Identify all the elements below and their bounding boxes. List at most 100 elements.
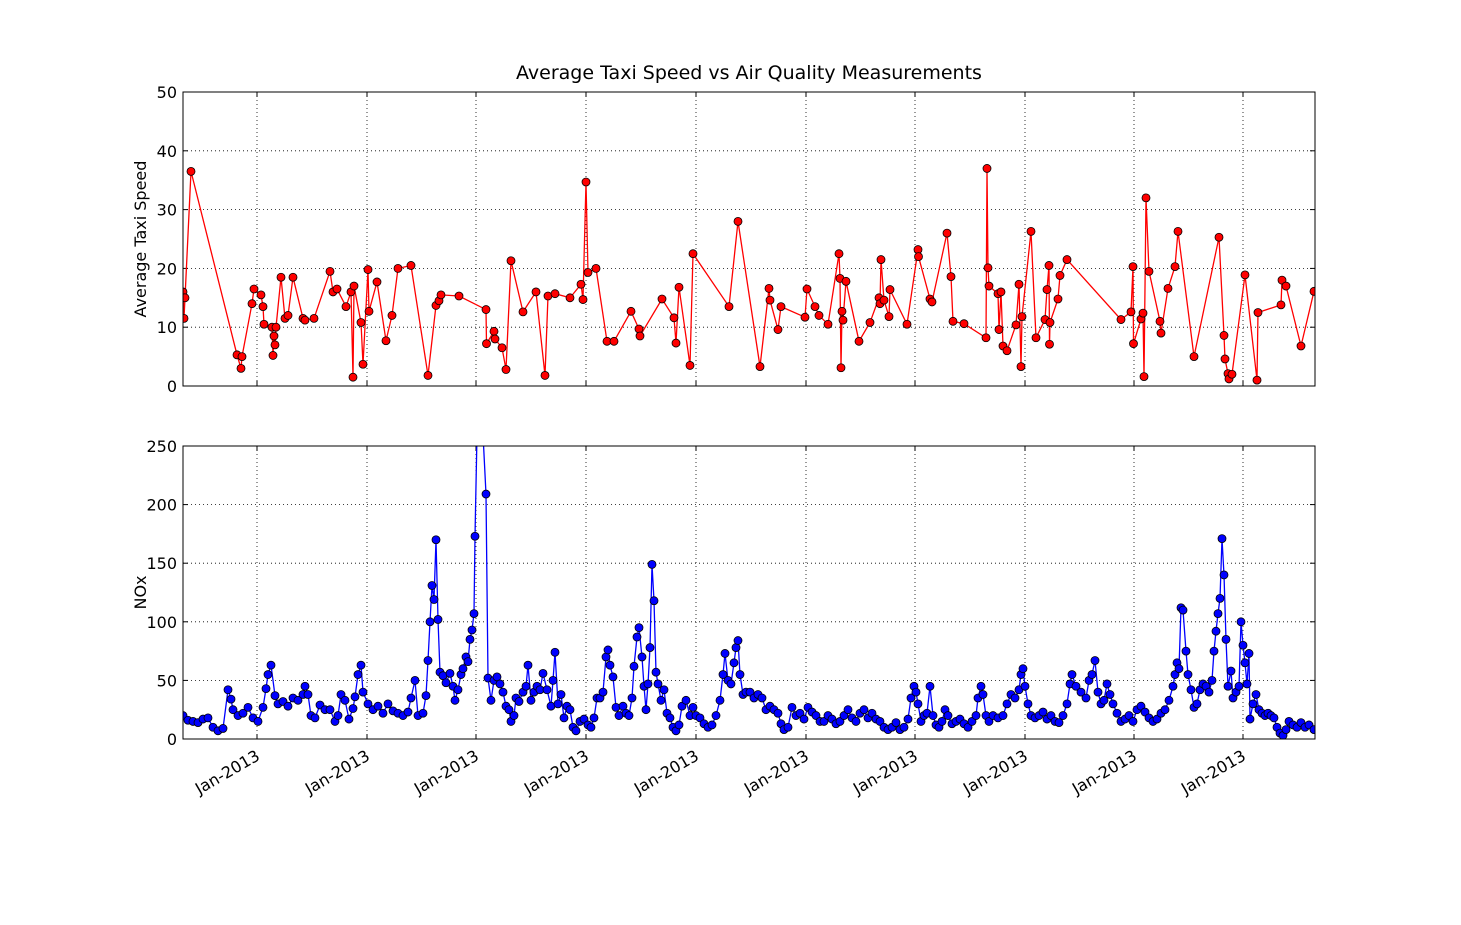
data-point xyxy=(978,690,988,699)
data-point xyxy=(333,711,343,720)
data-point xyxy=(183,313,189,323)
y-tick-label: 30 xyxy=(157,201,177,220)
data-point xyxy=(1129,339,1138,349)
y-tick-label: 200 xyxy=(146,496,177,515)
data-point xyxy=(271,322,281,332)
data-point xyxy=(1144,266,1154,276)
data-point xyxy=(270,691,280,701)
data-point xyxy=(526,695,536,705)
data-point xyxy=(228,705,238,715)
y-tick-label: 50 xyxy=(157,83,177,102)
data-point xyxy=(724,302,734,312)
data-point xyxy=(358,359,368,369)
data-point xyxy=(998,711,1008,720)
data-point xyxy=(540,371,550,380)
data-point xyxy=(891,718,901,727)
data-point xyxy=(450,695,460,705)
y-axis-label: Average Taxi Speed xyxy=(131,161,150,318)
y-tick-label: 0 xyxy=(167,730,177,749)
data-point xyxy=(1220,354,1230,364)
data-point xyxy=(1296,341,1306,351)
data-point xyxy=(841,276,851,286)
data-point xyxy=(583,268,593,277)
y-tick-label: 100 xyxy=(146,613,177,632)
data-point xyxy=(1076,687,1086,697)
data-point xyxy=(1209,646,1219,656)
data-point xyxy=(373,701,383,711)
y-axis-label: NOx xyxy=(131,575,150,609)
data-point xyxy=(1276,300,1286,310)
data-point xyxy=(433,615,443,624)
data-point xyxy=(671,338,681,348)
data-point xyxy=(436,290,446,300)
data-point xyxy=(293,695,303,705)
data-point xyxy=(645,643,655,652)
data-point xyxy=(1053,294,1063,304)
data-point xyxy=(711,711,721,720)
data-point xyxy=(258,702,268,712)
data-point xyxy=(810,302,820,312)
data-point xyxy=(1081,693,1091,703)
data-point xyxy=(665,713,675,723)
data-point xyxy=(632,632,642,642)
data-point xyxy=(249,284,259,294)
data-point xyxy=(634,623,644,633)
data-point xyxy=(429,595,439,604)
data-point xyxy=(559,713,569,723)
data-point xyxy=(659,685,669,695)
data-point xyxy=(715,695,725,705)
data-point xyxy=(643,679,653,689)
data-point xyxy=(1139,372,1149,381)
data-point xyxy=(1183,670,1193,679)
data-point xyxy=(1245,714,1255,724)
data-point xyxy=(403,707,413,717)
data-point xyxy=(1192,699,1202,709)
data-point xyxy=(350,692,360,702)
data-point xyxy=(1045,318,1055,327)
data-point xyxy=(1016,362,1026,371)
data-point xyxy=(356,660,366,670)
data-point xyxy=(497,343,507,353)
data-point xyxy=(258,302,268,312)
axes-frame xyxy=(182,445,1316,740)
data-point xyxy=(482,339,491,349)
data-point xyxy=(553,699,563,709)
x-tick-label: Jan-2013 xyxy=(301,746,373,799)
data-point xyxy=(495,679,505,689)
data-point xyxy=(996,287,1006,297)
data-point xyxy=(1116,315,1126,324)
data-point xyxy=(885,285,895,294)
data-point xyxy=(1108,699,1118,709)
data-point xyxy=(538,668,548,678)
data-point xyxy=(1156,328,1166,338)
data-point xyxy=(363,699,373,709)
data-point xyxy=(353,670,363,679)
data-point xyxy=(427,581,437,590)
data-point xyxy=(1071,681,1081,691)
plot-area xyxy=(183,164,1315,385)
data-point xyxy=(598,687,608,697)
data-point xyxy=(1044,261,1054,270)
data-point xyxy=(465,634,475,644)
y-tick-label: 250 xyxy=(146,437,177,456)
data-point xyxy=(1227,369,1237,379)
data-point xyxy=(843,705,853,715)
data-point xyxy=(720,649,730,658)
data-point xyxy=(1214,232,1224,242)
data-point xyxy=(823,319,833,329)
data-point xyxy=(984,281,994,291)
x-tick-label: Jan-2013 xyxy=(191,746,263,799)
data-point xyxy=(913,699,923,709)
data-point xyxy=(1186,685,1196,695)
data-point xyxy=(393,263,403,273)
data-point xyxy=(787,702,797,712)
data-point xyxy=(943,711,953,720)
data-point xyxy=(1099,695,1109,705)
data-point xyxy=(911,687,921,697)
data-point xyxy=(657,294,667,304)
data-point xyxy=(303,690,313,699)
data-point xyxy=(799,714,809,724)
data-point xyxy=(1112,708,1122,718)
data-point xyxy=(550,647,560,657)
